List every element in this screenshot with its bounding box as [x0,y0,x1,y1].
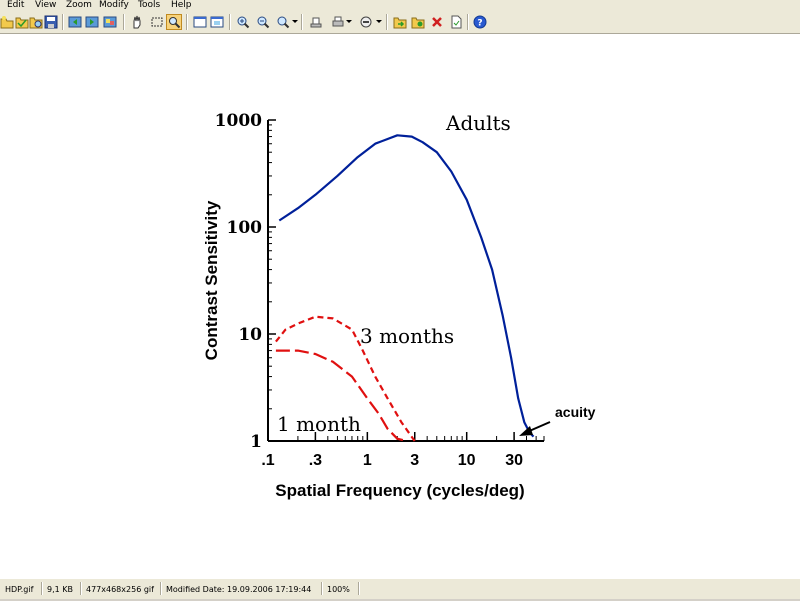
x-tick-label: .3 [309,452,322,469]
y-tick-label: 100 [227,218,263,238]
status-dimensions: 477x468x256 gif [86,585,154,594]
menu-edit[interactable]: Edit [7,0,25,10]
slideshow-icon[interactable] [103,15,117,29]
filter-dropdown-icon[interactable] [359,15,373,29]
move-to-icon[interactable] [411,15,425,29]
annotation-1-month: 1 month [277,412,361,436]
x-axis-label: Spatial Frequency (cycles/deg) [275,481,524,500]
hand-tool-icon[interactable] [130,15,144,29]
menu-bar: Edit View Zoom Modify Tools Help [0,0,800,11]
series-line-adults [278,134,535,438]
annotation-acuity: acuity [555,404,596,420]
status-bar: HDP.gif 9,1 KB 477x468x256 gif Modified … [0,578,800,601]
image-canvas: 1000 100 10 1.1.3 1 3 10 30 Contrast Sensitivity… [0,34,800,578]
chart-axes [267,119,545,442]
prev-image-icon[interactable] [68,15,82,29]
open-icon[interactable] [15,15,29,29]
delete-icon[interactable] [430,15,444,29]
annotation-adults: Adults [445,111,511,135]
save-icon[interactable] [44,15,58,29]
new-folder-icon[interactable] [0,15,14,29]
x-tick-label: .1 [261,452,274,469]
menu-view[interactable]: View [35,0,57,10]
series-line-3-months [275,315,416,442]
browse-icon[interactable] [29,15,43,29]
zoom-dropdown-icon[interactable] [276,15,290,29]
menu-help[interactable]: Help [171,0,192,10]
series-line-1-month [275,349,408,443]
toolbar: ? [0,11,800,34]
full-screen-icon[interactable] [210,15,224,29]
x-tick-label: 1 [363,452,372,469]
zoom-in-icon[interactable] [236,15,250,29]
status-filename: HDP.gif [5,585,34,594]
svg-text:?: ? [477,19,482,29]
y-axis-label: Contrast Sensitivity [202,200,221,360]
help-icon[interactable]: ? [473,15,487,29]
menu-zoom[interactable]: Zoom [66,0,92,10]
x-tick-label: 30 [505,452,523,469]
annotation-3-months: 3 months [360,324,454,348]
menu-modify[interactable]: Modify [99,0,129,10]
scanner-icon[interactable] [309,15,323,29]
y-tick-label: 1 [250,432,262,452]
y-tick-label: 1000 [215,111,262,131]
chart-series [275,134,535,443]
magic-zoom-icon[interactable] [166,14,182,30]
print-dropdown-icon[interactable] [331,15,345,29]
fit-window-icon[interactable] [193,15,207,29]
x-tick-label: 10 [458,452,476,469]
status-filesize: 9,1 KB [47,585,73,594]
status-modified: Modified Date: 19.09.2006 17:19:44 [166,585,312,594]
select-rect-icon[interactable] [150,15,164,29]
acuity-arrow-head [519,426,533,436]
x-tick-label: 3 [410,452,419,469]
copy-to-icon[interactable] [393,15,407,29]
y-tick-label: 10 [238,325,262,345]
properties-icon[interactable] [449,15,463,29]
zoom-out-icon[interactable] [256,15,270,29]
menu-tools[interactable]: Tools [138,0,161,10]
next-image-icon[interactable] [85,15,99,29]
status-zoom: 100% [327,585,350,594]
